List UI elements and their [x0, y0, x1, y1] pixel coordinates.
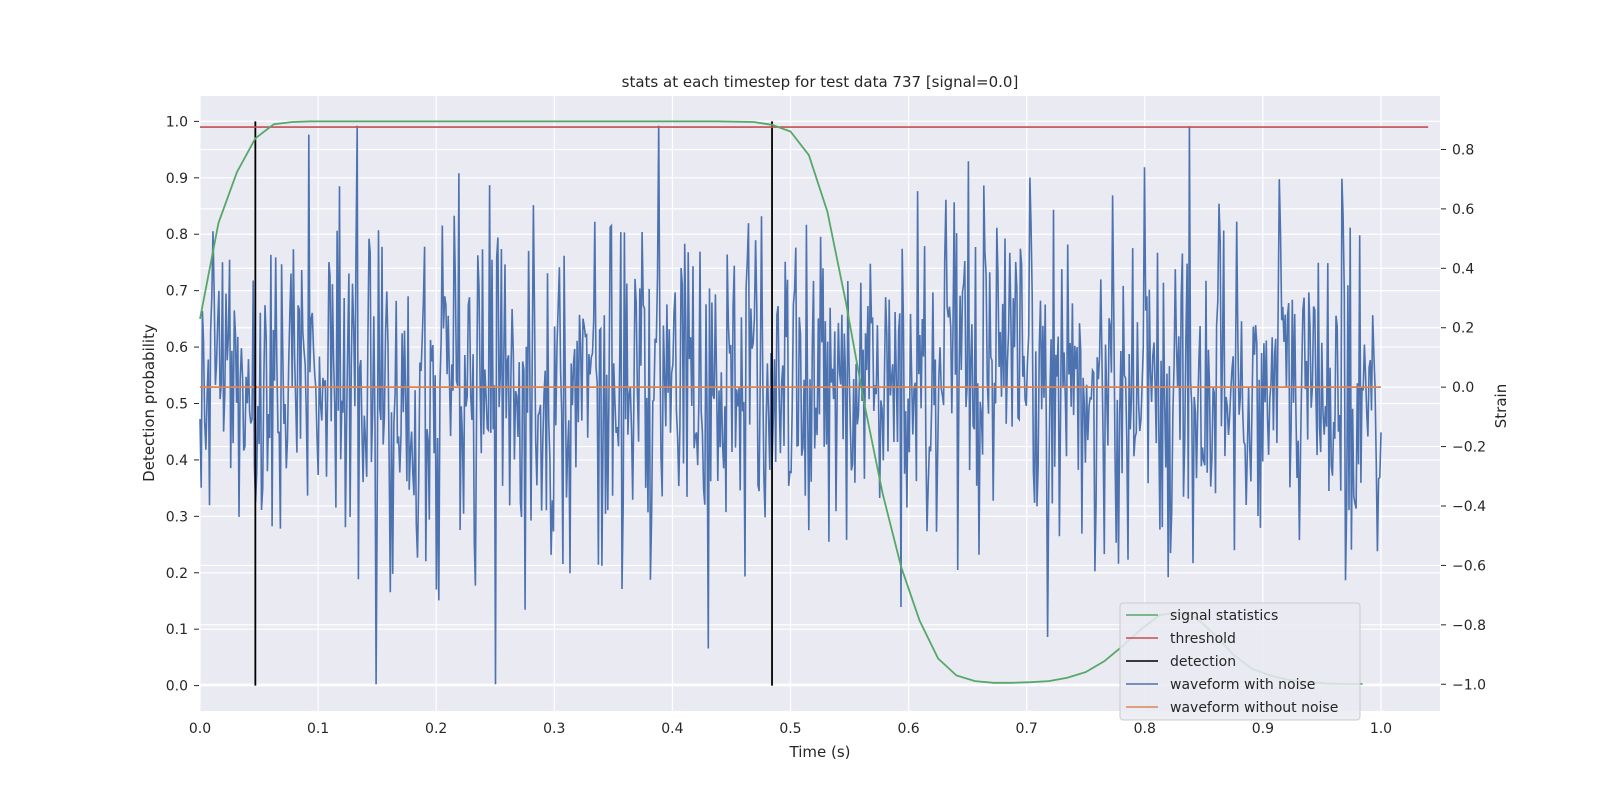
- y-left-tick-label: 0.5: [166, 397, 188, 413]
- y-right-tick-label: −0.4: [1452, 499, 1486, 515]
- y-left-tick-label: 0.1: [166, 622, 188, 638]
- x-tick-label: 1.0: [1370, 721, 1392, 737]
- x-axis-label: Time (s): [789, 743, 851, 761]
- y-left-tick-label: 0.8: [166, 227, 188, 243]
- y-right-tick-label: −0.8: [1452, 618, 1486, 634]
- y-left-tick-label: 0.7: [166, 284, 188, 300]
- legend: signal statistics threshold detection wa…: [1119, 602, 1361, 721]
- x-tick-label: 0.9: [1252, 721, 1274, 737]
- y-axis-left-label: Detection probability: [140, 324, 158, 482]
- y-axis-left: 0.0 0.1 0.2 0.3 0.4 0.5 0.6 0.7 0.8 0.9 1.0: [166, 114, 199, 695]
- y-left-tick-label: 0.3: [166, 509, 188, 525]
- x-axis: 0.0 0.1 0.2 0.3 0.4 0.5 0.6 0.7 0.8 0.9 1.0: [189, 721, 1392, 737]
- y-left-tick-label: 0.2: [166, 566, 188, 582]
- legend-box: [1119, 602, 1361, 721]
- y-right-tick-label: 0.2: [1452, 321, 1474, 337]
- x-tick-label: 0.4: [661, 721, 683, 737]
- legend-label-waveform-without-noise: waveform without noise: [1170, 700, 1338, 716]
- y-right-tick-label: −0.2: [1452, 440, 1486, 456]
- y-axis-right: −1.0 −0.8 −0.6 −0.4 −0.2 0.0 0.2 0.4 0.6 0.8: [1441, 142, 1486, 693]
- legend-label-threshold: threshold: [1170, 631, 1236, 647]
- x-tick-label: 0.1: [307, 721, 329, 737]
- x-tick-label: 0.0: [189, 721, 211, 737]
- y-axis-right-label: Strain: [1492, 384, 1510, 428]
- x-tick-label: 0.6: [897, 721, 919, 737]
- y-right-tick-label: −1.0: [1452, 677, 1486, 693]
- x-tick-label: 0.5: [779, 721, 801, 737]
- legend-label-signal-statistics: signal statistics: [1170, 608, 1278, 624]
- legend-label-detection: detection: [1170, 654, 1236, 670]
- y-right-tick-label: 0.4: [1452, 261, 1474, 277]
- y-right-tick-label: 0.8: [1452, 142, 1474, 158]
- y-right-tick-label: 0.0: [1452, 380, 1474, 396]
- y-left-tick-label: 0.9: [166, 171, 188, 187]
- y-right-tick-label: −0.6: [1452, 558, 1486, 574]
- x-tick-label: 0.8: [1134, 721, 1156, 737]
- legend-label-waveform-with-noise: waveform with noise: [1170, 677, 1315, 693]
- x-tick-label: 0.7: [1016, 721, 1038, 737]
- x-tick-label: 0.2: [425, 721, 447, 737]
- y-left-tick-label: 0.0: [166, 679, 188, 695]
- y-left-tick-label: 1.0: [166, 114, 188, 130]
- x-tick-label: 0.3: [543, 721, 565, 737]
- chart-title: stats at each timestep for test data 737…: [622, 73, 1019, 91]
- series-waveform-with-noise: [199, 125, 1382, 685]
- y-right-tick-label: 0.6: [1452, 202, 1474, 218]
- y-left-tick-label: 0.6: [166, 340, 188, 356]
- y-left-tick-label: 0.4: [166, 453, 188, 469]
